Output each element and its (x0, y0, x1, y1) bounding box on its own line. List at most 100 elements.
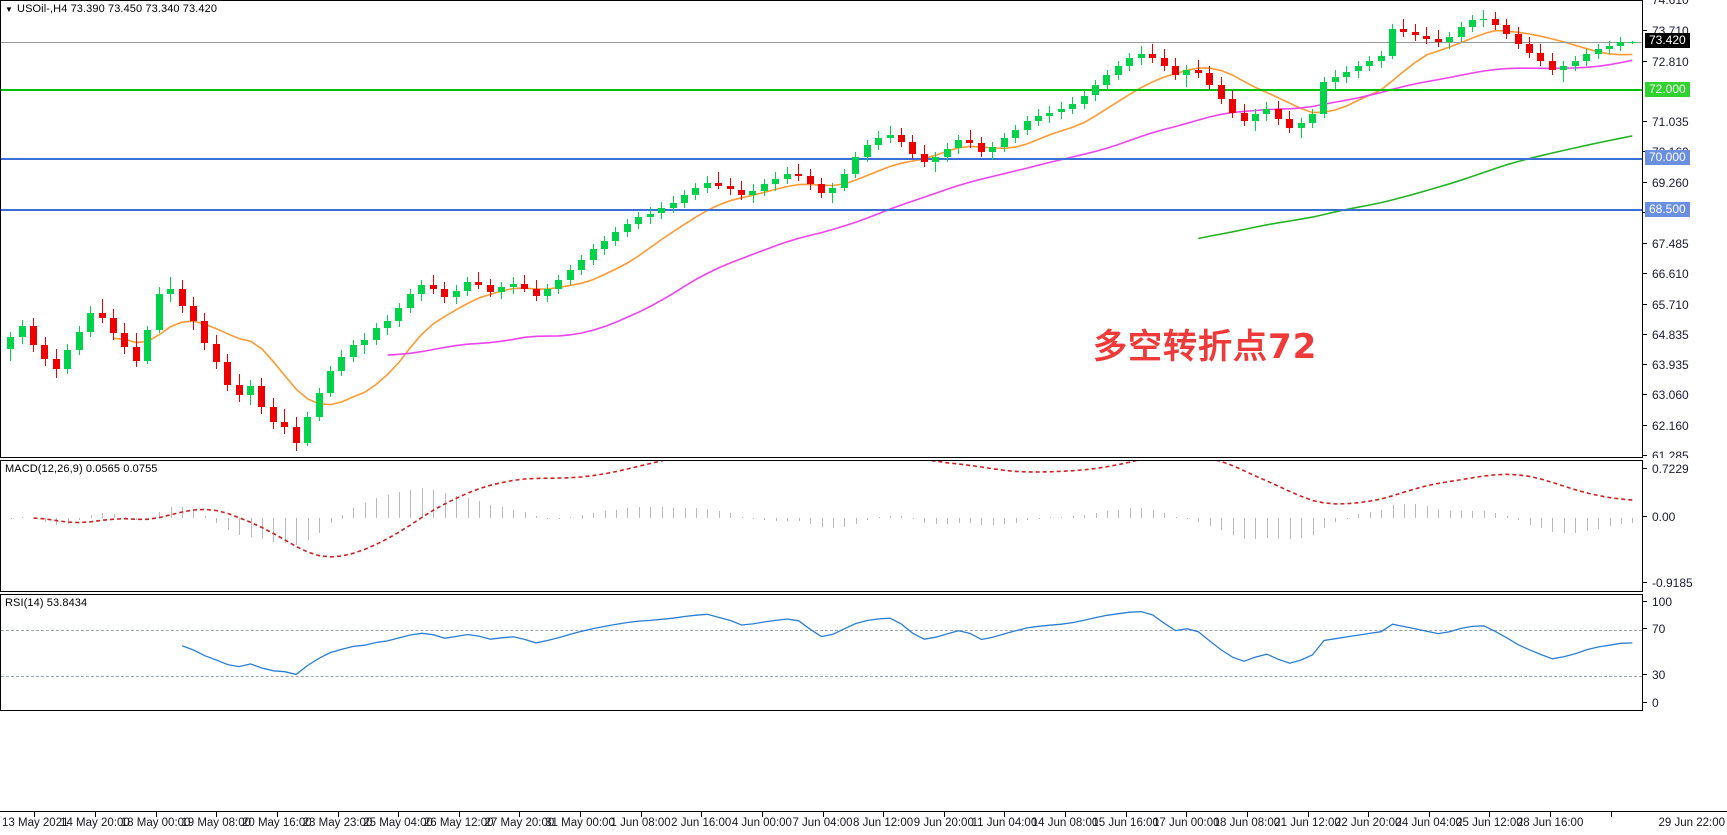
candle-body[interactable] (1274, 109, 1282, 120)
candle-body[interactable] (1514, 33, 1522, 45)
candle-body[interactable] (1126, 57, 1134, 67)
candle-body[interactable] (1160, 57, 1168, 67)
candle-body[interactable] (635, 216, 643, 224)
candle-body[interactable] (372, 328, 380, 341)
candle-body[interactable] (943, 148, 951, 158)
candle-body[interactable] (1560, 66, 1568, 70)
candle-body[interactable] (235, 384, 243, 395)
candle-body[interactable] (1286, 119, 1294, 128)
candle-body[interactable] (863, 145, 871, 158)
candle-body[interactable] (121, 333, 129, 347)
candle-body[interactable] (1446, 37, 1454, 43)
candle-body[interactable] (623, 223, 631, 233)
candle-body[interactable] (75, 331, 83, 351)
candle-body[interactable] (1617, 42, 1625, 46)
candle-body[interactable] (1057, 109, 1065, 113)
candle-body[interactable] (1012, 129, 1020, 139)
candle-body[interactable] (464, 282, 472, 291)
candle-body[interactable] (1092, 85, 1100, 96)
candle-body[interactable] (1309, 114, 1317, 123)
candle-body[interactable] (418, 285, 426, 294)
candle-body[interactable] (612, 232, 620, 241)
candle-body[interactable] (1320, 81, 1328, 115)
candle-body[interactable] (1503, 25, 1511, 34)
candle-body[interactable] (292, 427, 300, 443)
candle-body[interactable] (189, 305, 197, 322)
rsi-plot-area[interactable] (1, 595, 1642, 710)
candle-body[interactable] (1583, 54, 1591, 62)
candle-body[interactable] (326, 370, 334, 394)
candle-body[interactable] (201, 321, 209, 344)
candle-body[interactable] (87, 312, 95, 332)
candle-body[interactable] (818, 184, 826, 193)
candle-body[interactable] (1628, 41, 1636, 43)
candle-body[interactable] (178, 288, 186, 306)
price-chart-panel[interactable]: ▼ USOil-,H4 73.390 73.450 73.340 73.420 多… (0, 0, 1643, 458)
candle-body[interactable] (498, 287, 506, 293)
candle-body[interactable] (395, 307, 403, 322)
candle-body[interactable] (783, 174, 791, 180)
candle-body[interactable] (703, 182, 711, 188)
candle-body[interactable] (897, 134, 905, 142)
candle-body[interactable] (1217, 85, 1225, 99)
level-badge-72[interactable]: 72.000 (1645, 81, 1690, 97)
candle-body[interactable] (52, 359, 60, 370)
macd-panel[interactable]: MACD(12,26,9) 0.0565 0.0755 (0, 460, 1643, 592)
candle-body[interactable] (1343, 71, 1351, 77)
candle-body[interactable] (281, 422, 289, 428)
candle-body[interactable] (1069, 104, 1077, 110)
candle-body[interactable] (555, 280, 563, 289)
candle-body[interactable] (1229, 98, 1237, 113)
candle-body[interactable] (932, 157, 940, 163)
candle-body[interactable] (840, 174, 848, 188)
price-axis[interactable]: 74.61073.71072.81071.03570.16069.26068.3… (1643, 0, 1727, 458)
candle-body[interactable] (566, 270, 574, 281)
candle-body[interactable] (475, 282, 483, 286)
candle-body[interactable] (1023, 121, 1031, 130)
candle-body[interactable] (658, 208, 666, 214)
candle-body[interactable] (1423, 35, 1431, 39)
candle-body[interactable] (304, 417, 312, 443)
candle-body[interactable] (1172, 66, 1180, 75)
candle-body[interactable] (1434, 39, 1442, 43)
candle-body[interactable] (1149, 54, 1157, 58)
candle-body[interactable] (715, 182, 723, 187)
candle-body[interactable] (1411, 32, 1419, 36)
candle-body[interactable] (1103, 74, 1111, 86)
candle-body[interactable] (7, 336, 15, 349)
candle-body[interactable] (680, 194, 688, 204)
candle-body[interactable] (1491, 18, 1499, 26)
candle-body[interactable] (384, 321, 392, 329)
candle-body[interactable] (875, 138, 883, 145)
candle-body[interactable] (806, 175, 814, 185)
candle-body[interactable] (1594, 49, 1602, 55)
candle-body[interactable] (18, 326, 26, 337)
candle-body[interactable] (1457, 27, 1465, 38)
candle-body[interactable] (1034, 116, 1042, 122)
candle-body[interactable] (886, 134, 894, 139)
last-price-badge[interactable]: 73.420 (1645, 33, 1690, 49)
candle-body[interactable] (1388, 28, 1396, 57)
candle-body[interactable] (247, 386, 255, 395)
candle-body[interactable] (30, 326, 38, 346)
candle-body[interactable] (1251, 114, 1259, 122)
candle-body[interactable] (406, 293, 414, 308)
price-level-line-68-500[interactable] (1, 209, 1642, 212)
candle-body[interactable] (1537, 52, 1545, 62)
candle-body[interactable] (1114, 66, 1122, 75)
candle-body[interactable] (1046, 112, 1054, 116)
candle-body[interactable] (646, 213, 654, 217)
candle-body[interactable] (795, 174, 803, 176)
candle-body[interactable] (509, 283, 517, 288)
price-level-line-70-000[interactable] (1, 157, 1642, 160)
candle-body[interactable] (1240, 112, 1248, 122)
candle-body[interactable] (760, 184, 768, 192)
candle-body[interactable] (669, 203, 677, 209)
candle-body[interactable] (1206, 73, 1214, 86)
candle-body[interactable] (1548, 61, 1556, 70)
candle-body[interactable] (1080, 95, 1088, 105)
price-plot-area[interactable] (1, 1, 1642, 457)
candle-body[interactable] (1331, 76, 1339, 82)
candle-body[interactable] (144, 329, 152, 361)
candle-body[interactable] (212, 343, 220, 363)
